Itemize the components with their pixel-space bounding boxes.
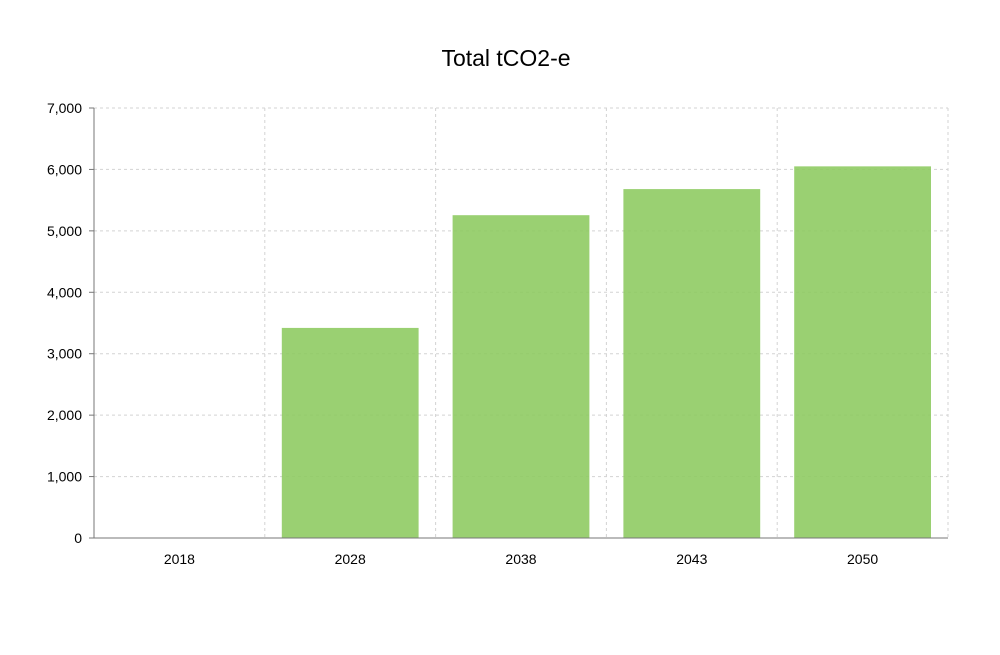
x-tick-label: 2028 [335, 551, 366, 567]
bar [452, 215, 590, 538]
x-tick-label: 2043 [676, 551, 707, 567]
y-tick-label: 1,000 [47, 469, 82, 485]
y-tick-label: 2,000 [47, 407, 82, 423]
chart-title: Total tCO2-e [441, 45, 570, 71]
y-tick-label: 4,000 [47, 284, 82, 300]
y-tick-label: 0 [74, 530, 82, 546]
y-tick-label: 7,000 [47, 100, 82, 116]
bars [281, 166, 931, 539]
y-tick-label: 6,000 [47, 161, 82, 177]
bar [281, 327, 419, 538]
x-tick-label: 2050 [847, 551, 878, 567]
axes [89, 107, 948, 539]
y-tick-label: 3,000 [47, 346, 82, 362]
bar [623, 189, 761, 539]
y-tick-label: 5,000 [47, 223, 82, 239]
bar [794, 166, 931, 538]
x-tick-label: 2038 [505, 551, 536, 567]
tick-labels: 0 1,000 2,000 3,000 4,000 5,000 6,000 7,000 2018… [47, 100, 878, 567]
x-tick-label: 2018 [164, 551, 195, 567]
